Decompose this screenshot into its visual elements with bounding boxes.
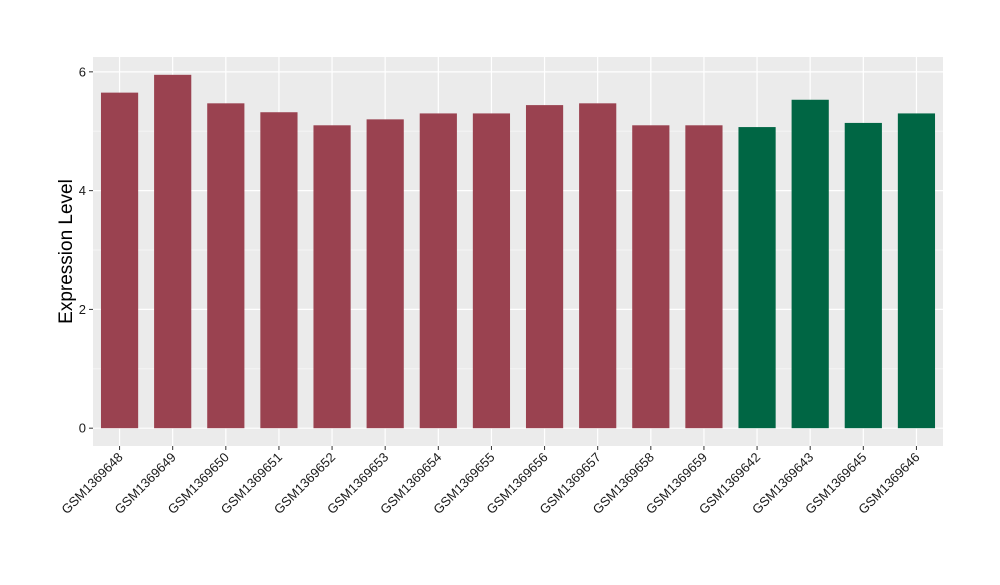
bar-GSM1369656	[525, 105, 564, 429]
bar-GSM1369643	[791, 99, 829, 429]
bars	[100, 74, 936, 429]
y-axis: 0 2 4 6	[79, 64, 93, 436]
bar-GSM1369650	[207, 103, 245, 429]
y-tick-label: 4	[79, 183, 86, 198]
bar-GSM1369657	[579, 103, 617, 429]
bar-GSM1369655	[472, 113, 511, 429]
bar-GSM1369652	[313, 125, 351, 429]
bar-GSM1369653	[366, 119, 404, 429]
bar-GSM1369654	[419, 113, 457, 429]
y-tick-label: 0	[79, 421, 86, 436]
bar-GSM1369642	[738, 127, 776, 429]
bar-GSM1369645	[844, 122, 882, 429]
bar-GSM1369646	[897, 113, 936, 429]
bar-GSM1369648	[100, 92, 139, 429]
bar-GSM1369658	[632, 125, 670, 429]
y-tick-label: 2	[79, 302, 86, 317]
bar-GSM1369651	[260, 112, 298, 429]
y-tick-label: 6	[79, 64, 86, 79]
bar-GSM1369649	[154, 74, 192, 429]
y-axis-title: Expression Level	[56, 179, 77, 324]
bar-GSM1369659	[685, 125, 723, 429]
